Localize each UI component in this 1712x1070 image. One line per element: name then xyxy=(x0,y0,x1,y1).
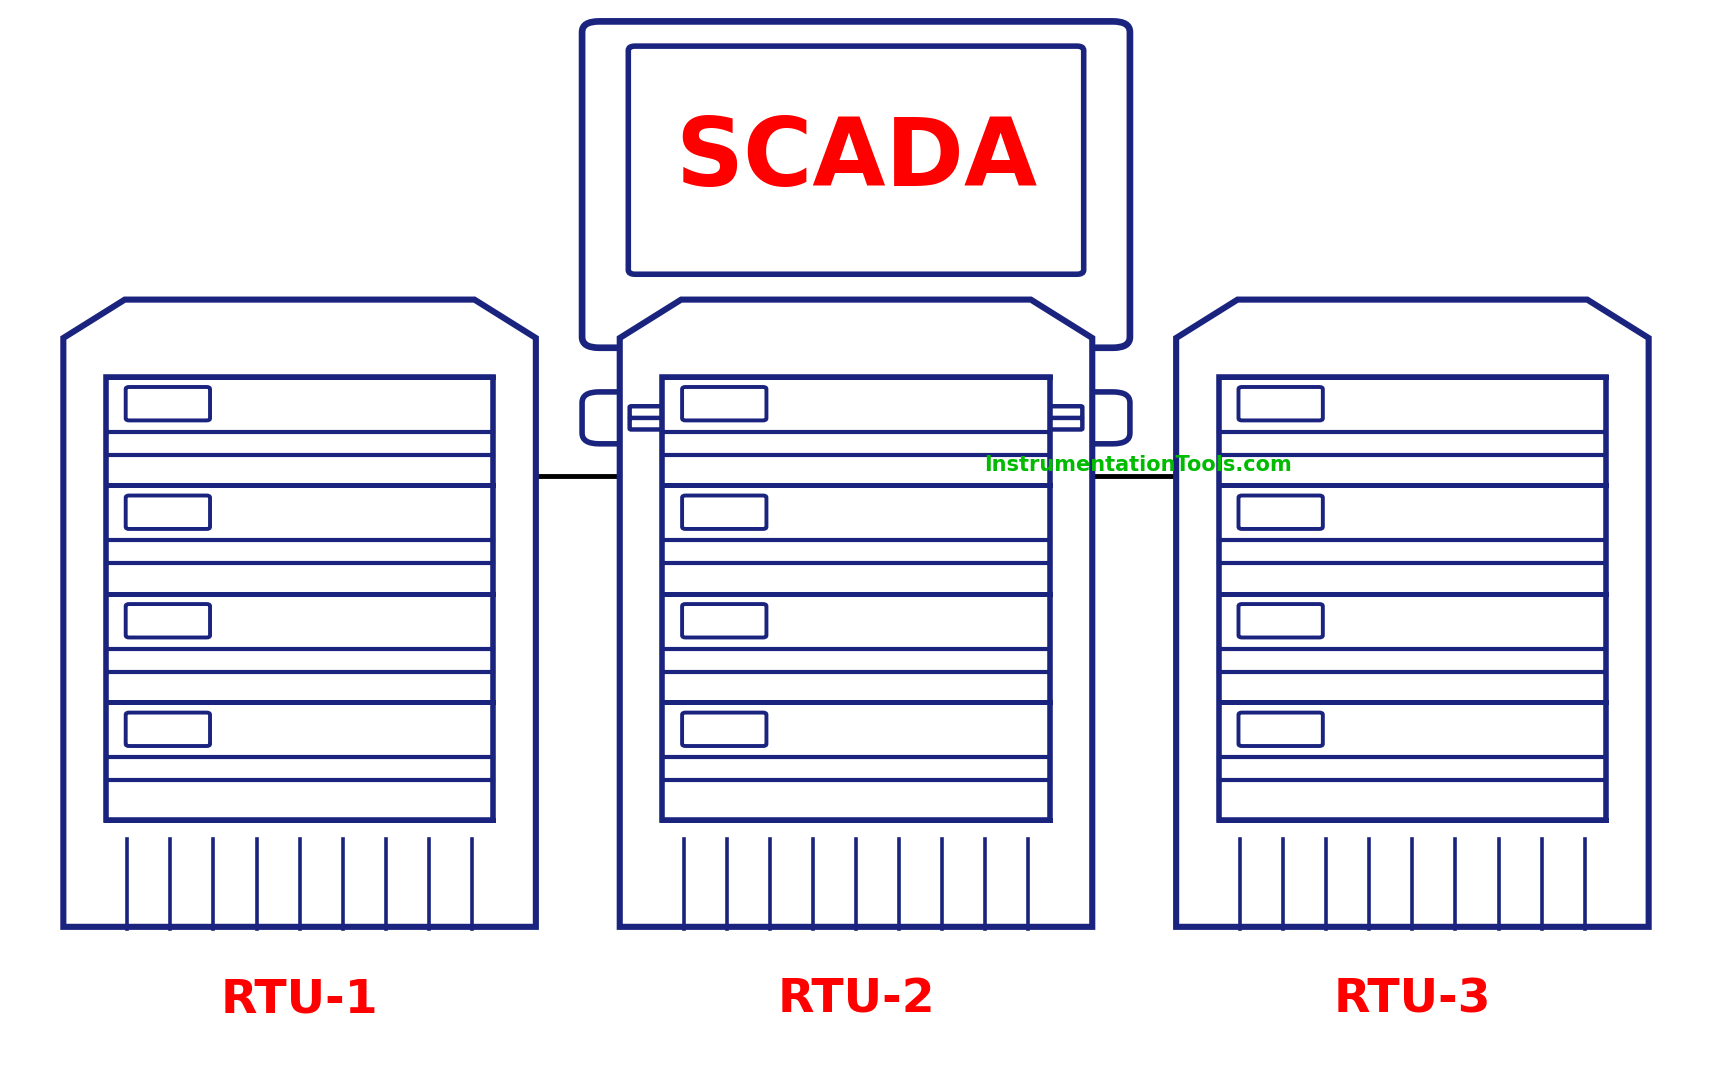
FancyBboxPatch shape xyxy=(125,713,211,746)
FancyBboxPatch shape xyxy=(1022,417,1082,429)
FancyBboxPatch shape xyxy=(890,417,952,429)
Polygon shape xyxy=(63,300,536,927)
FancyBboxPatch shape xyxy=(957,407,1017,418)
FancyBboxPatch shape xyxy=(630,417,690,429)
FancyBboxPatch shape xyxy=(1022,407,1082,418)
FancyBboxPatch shape xyxy=(890,407,952,418)
Text: RTU-3: RTU-3 xyxy=(1334,978,1491,1023)
FancyBboxPatch shape xyxy=(681,387,767,421)
FancyBboxPatch shape xyxy=(125,495,211,529)
FancyBboxPatch shape xyxy=(663,377,1049,820)
FancyBboxPatch shape xyxy=(628,46,1084,274)
Text: InstrumentationTools.com: InstrumentationTools.com xyxy=(984,456,1293,475)
FancyBboxPatch shape xyxy=(1219,377,1606,820)
FancyBboxPatch shape xyxy=(1238,495,1323,529)
FancyBboxPatch shape xyxy=(825,407,887,418)
Text: RTU-1: RTU-1 xyxy=(221,978,378,1023)
FancyBboxPatch shape xyxy=(957,417,1017,429)
FancyBboxPatch shape xyxy=(106,377,493,820)
FancyBboxPatch shape xyxy=(1238,387,1323,421)
FancyBboxPatch shape xyxy=(582,21,1130,348)
Polygon shape xyxy=(1176,300,1649,927)
FancyBboxPatch shape xyxy=(681,495,767,529)
FancyBboxPatch shape xyxy=(1238,713,1323,746)
Text: SCADA: SCADA xyxy=(675,114,1037,207)
Polygon shape xyxy=(822,337,889,373)
FancyBboxPatch shape xyxy=(825,417,887,429)
FancyBboxPatch shape xyxy=(760,407,822,418)
FancyBboxPatch shape xyxy=(1238,605,1323,638)
Text: RTU-2: RTU-2 xyxy=(777,978,935,1023)
FancyBboxPatch shape xyxy=(760,369,952,395)
FancyBboxPatch shape xyxy=(695,417,755,429)
FancyBboxPatch shape xyxy=(681,713,767,746)
FancyBboxPatch shape xyxy=(760,417,822,429)
FancyBboxPatch shape xyxy=(695,407,755,418)
FancyBboxPatch shape xyxy=(630,407,690,418)
FancyBboxPatch shape xyxy=(125,387,211,421)
FancyBboxPatch shape xyxy=(125,605,211,638)
Polygon shape xyxy=(620,300,1092,927)
FancyBboxPatch shape xyxy=(582,392,1130,444)
FancyBboxPatch shape xyxy=(681,605,767,638)
